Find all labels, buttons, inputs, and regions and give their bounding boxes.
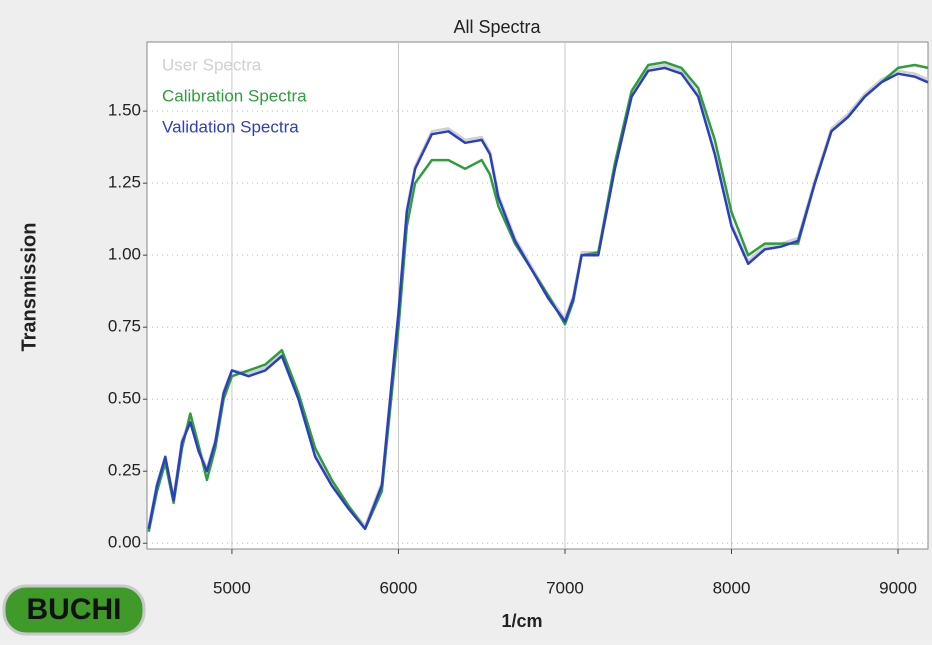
y-tick-label: 0.25 bbox=[108, 461, 141, 480]
chart-title: All Spectra bbox=[453, 17, 541, 37]
y-tick-label: 0.00 bbox=[108, 533, 141, 552]
x-axis-label: 1/cm bbox=[501, 611, 542, 631]
y-tick-label: 1.00 bbox=[108, 245, 141, 264]
logo-text: BUCHI bbox=[27, 593, 122, 626]
y-tick-label: 0.50 bbox=[108, 389, 141, 408]
plot-area bbox=[146, 41, 929, 550]
x-tick-label: 7000 bbox=[546, 578, 584, 597]
y-tick-label: 0.75 bbox=[108, 317, 141, 336]
y-tick-label: 1.25 bbox=[108, 173, 141, 192]
series-line bbox=[147, 60, 929, 532]
x-tick-label: 8000 bbox=[713, 578, 751, 597]
series-line bbox=[147, 66, 929, 531]
x-tick-label: 9000 bbox=[879, 578, 917, 597]
x-tick-label: 6000 bbox=[380, 578, 418, 597]
y-tick-label: 1.50 bbox=[108, 101, 141, 120]
x-tick-label: 5000 bbox=[213, 578, 251, 597]
legend-label: User Spectra bbox=[162, 55, 262, 74]
legend-label: Validation Spectra bbox=[162, 117, 299, 136]
y-axis-label: Transmission bbox=[18, 223, 40, 352]
logo: BUCHI bbox=[2, 584, 146, 636]
logo-badge bbox=[2, 584, 146, 636]
legend-label: Calibration Spectra bbox=[162, 86, 307, 105]
